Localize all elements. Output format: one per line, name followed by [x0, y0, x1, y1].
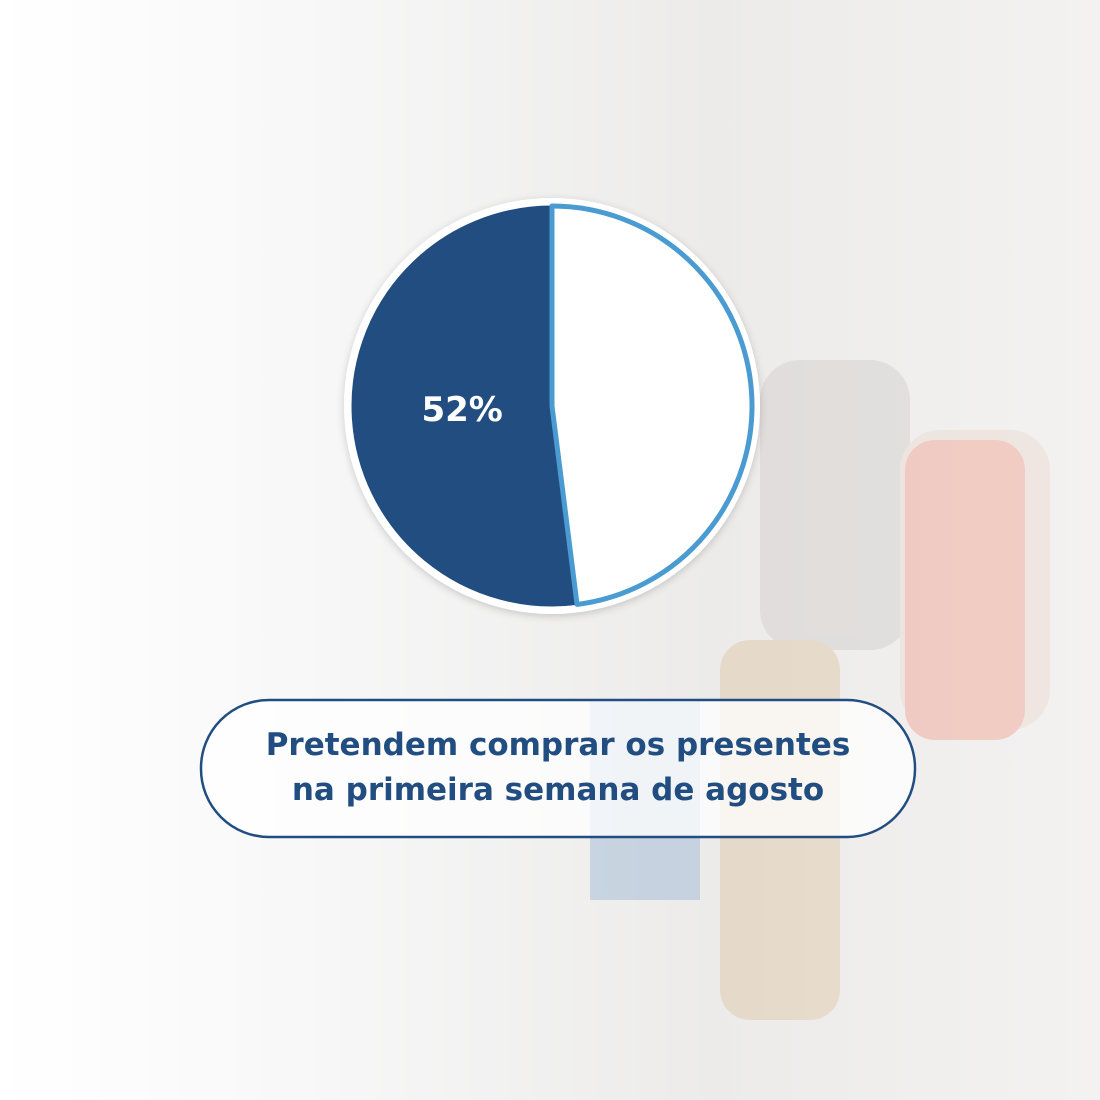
slice-label: 52%: [421, 390, 502, 430]
caption-line: na primeira semana de agosto: [292, 772, 824, 808]
pie: 52%: [351, 203, 755, 607]
pie-slice: [549, 203, 755, 607]
caption-box: [199, 698, 917, 839]
caption-line: Pretendem comprar os presentes: [266, 727, 851, 763]
pie-slice: [351, 205, 578, 607]
